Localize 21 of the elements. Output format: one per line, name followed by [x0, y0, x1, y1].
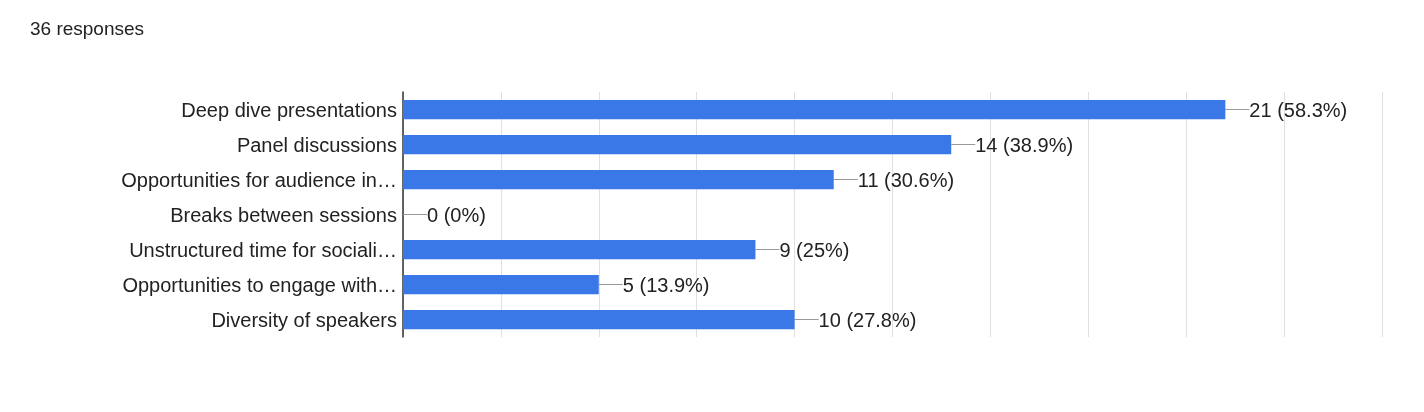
y-tick-label: Panel discussions [236, 133, 397, 156]
y-tick-label: Opportunities to engage with… [122, 273, 397, 296]
y-tick-label: Diversity of speakers [211, 308, 397, 331]
bar [403, 99, 1226, 120]
data-label: 10 (27.8%) [818, 308, 917, 331]
y-tick-label: Unstructured time for sociali… [129, 238, 397, 261]
bar [403, 239, 756, 260]
y-tick-label: Opportunities for audience in… [121, 168, 397, 191]
data-label: 21 (58.3%) [1249, 98, 1348, 121]
data-label: 11 (30.6%) [857, 168, 955, 191]
bar [403, 169, 834, 190]
text: 36 responses [30, 18, 145, 39]
data-label: 0 (0%) [427, 203, 486, 226]
y-tick-label: Breaks between sessions [170, 203, 397, 226]
data-label: 9 (25%) [779, 238, 850, 261]
y-tick-label: Deep dive presentations [181, 98, 397, 121]
bar [403, 309, 795, 330]
bar [403, 274, 599, 295]
data-label: 5 (13.9%) [622, 273, 710, 296]
data-label: 14 (38.9%) [975, 133, 1074, 156]
bar [403, 134, 952, 155]
